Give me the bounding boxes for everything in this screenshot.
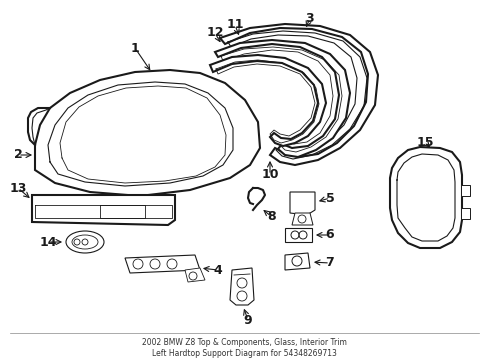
Text: 3: 3 (305, 12, 314, 24)
Text: 5: 5 (325, 192, 334, 204)
Text: 4: 4 (213, 264, 222, 276)
Polygon shape (460, 208, 469, 219)
Text: 10: 10 (261, 168, 278, 181)
Text: 15: 15 (415, 135, 433, 148)
Polygon shape (285, 253, 309, 270)
Polygon shape (215, 40, 349, 157)
Polygon shape (32, 195, 175, 225)
Ellipse shape (72, 235, 98, 249)
Polygon shape (460, 185, 469, 196)
Polygon shape (229, 268, 253, 305)
Text: 12: 12 (206, 27, 224, 40)
Polygon shape (209, 55, 325, 146)
Text: 2002 BMW Z8 Top & Components, Glass, Interior Trim
Left Hardtop Support Diagram : 2002 BMW Z8 Top & Components, Glass, Int… (141, 338, 346, 358)
Text: 9: 9 (243, 314, 252, 327)
Polygon shape (289, 192, 314, 215)
Text: 1: 1 (130, 41, 139, 54)
Polygon shape (285, 228, 311, 242)
Polygon shape (291, 213, 312, 225)
Text: 6: 6 (325, 229, 334, 242)
Text: 7: 7 (325, 256, 334, 270)
Polygon shape (389, 147, 461, 248)
Text: 13: 13 (9, 181, 27, 194)
Text: 2: 2 (14, 148, 22, 162)
Polygon shape (184, 268, 204, 282)
Polygon shape (220, 24, 377, 165)
Polygon shape (125, 255, 200, 273)
Text: 8: 8 (267, 211, 276, 224)
Polygon shape (35, 70, 260, 196)
Text: 11: 11 (226, 18, 243, 31)
Ellipse shape (66, 231, 104, 253)
Text: 14: 14 (39, 235, 57, 248)
